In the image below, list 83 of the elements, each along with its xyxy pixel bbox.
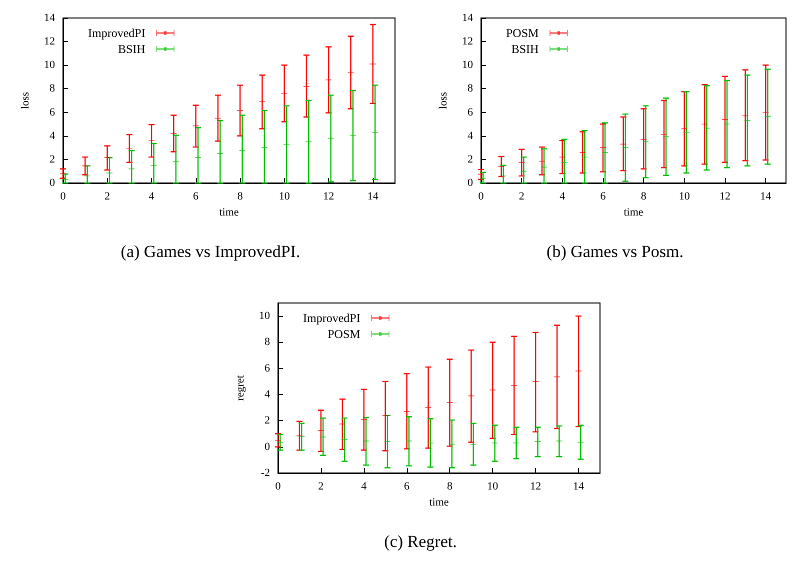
text: (a) Games vs ImprovedPI. [120, 242, 300, 261]
x-tick-label: 12 [323, 190, 334, 202]
legend-label: BSIH [118, 42, 146, 56]
legend-label: ImprovedPI [88, 26, 146, 40]
y-tick-label: 12 [44, 36, 55, 48]
y-tick-label: 0 [264, 440, 270, 453]
point [281, 90, 288, 96]
x-tick-label: 12 [530, 480, 542, 492]
point [492, 440, 498, 446]
x-tick-label: 14 [760, 190, 772, 202]
legend-label: POSM [506, 26, 540, 40]
point [500, 172, 506, 179]
point [239, 148, 246, 154]
point [382, 412, 388, 418]
y-axis-title: loss [438, 92, 450, 110]
y-tick-label: 10 [259, 310, 270, 322]
x-axis-title: time [624, 206, 644, 218]
y-tick-label: 12 [462, 36, 473, 48]
x-tick-label: 10 [487, 480, 499, 492]
text: (c) Regret. [384, 532, 457, 551]
y-tick-label: 8 [50, 82, 56, 95]
y-tick-label: 6 [264, 362, 270, 374]
x-tick-label: 2 [104, 190, 110, 202]
point [620, 141, 626, 148]
point [170, 130, 177, 136]
y-tick-label: 4 [50, 130, 56, 142]
x-tick-label: 0 [478, 190, 484, 202]
x-tick-label: 12 [720, 190, 730, 202]
x-tick-label: 8 [446, 480, 453, 492]
point [62, 176, 68, 182]
x-tick-label: 4 [560, 190, 566, 202]
y-tick-label: 6 [468, 106, 474, 118]
text: (b) Games vs Posm. [546, 242, 684, 261]
x-tick-label: 14 [367, 190, 379, 202]
y-tick-label: 10 [462, 59, 474, 72]
y-tick-label: 14 [44, 12, 56, 24]
x-tick-label: 2 [518, 190, 524, 202]
x-axis-title: time [429, 496, 449, 508]
legend-label: ImprovedPI [302, 311, 360, 325]
point [702, 121, 708, 128]
y-tick-label: 2 [264, 414, 270, 427]
point [513, 440, 520, 446]
x-axis-title: time [219, 206, 239, 218]
y-tick-label: 8 [468, 82, 474, 95]
point [370, 60, 376, 67]
y-tick-label: 10 [44, 59, 56, 72]
x-tick-label: 8 [640, 190, 647, 202]
point [582, 154, 588, 160]
x-tick-label: 10 [278, 190, 290, 202]
y-tick-label: -2 [260, 467, 270, 479]
x-tick-label: 6 [193, 190, 200, 202]
legend-label: POSM [328, 327, 361, 341]
y-axis-title: loss [20, 92, 32, 110]
x-tick-label: 6 [600, 190, 606, 202]
point [84, 172, 90, 179]
y-tick-label: 0 [468, 177, 474, 189]
y-tick-label: 4 [264, 388, 270, 401]
x-tick-label: 0 [60, 190, 66, 202]
x-tick-label: 0 [275, 480, 282, 492]
point [217, 150, 224, 157]
point [556, 438, 562, 444]
y-tick-label: 14 [462, 12, 474, 24]
point [490, 386, 496, 393]
y-tick-label: 4 [468, 130, 474, 142]
y-axis-title: regret [234, 375, 246, 401]
point [404, 408, 410, 415]
point [559, 154, 566, 160]
point [764, 113, 771, 120]
point [744, 118, 750, 124]
point [498, 164, 504, 170]
x-tick-label: 4 [361, 480, 368, 492]
y-tick-label: 2 [468, 153, 473, 166]
legend-label: BSIH [511, 42, 540, 56]
x-tick-label: 2 [318, 480, 324, 492]
x-tick-label: 6 [404, 480, 410, 492]
x-tick-label: 10 [678, 190, 690, 202]
x-tick-label: 14 [573, 480, 585, 492]
x-tick-label: 8 [237, 190, 244, 202]
y-tick-label: 2 [50, 153, 55, 166]
x-tick-label: 4 [148, 190, 155, 202]
y-tick-label: 0 [50, 177, 56, 189]
y-tick-label: 6 [50, 106, 56, 118]
y-tick-label: 8 [264, 336, 270, 348]
